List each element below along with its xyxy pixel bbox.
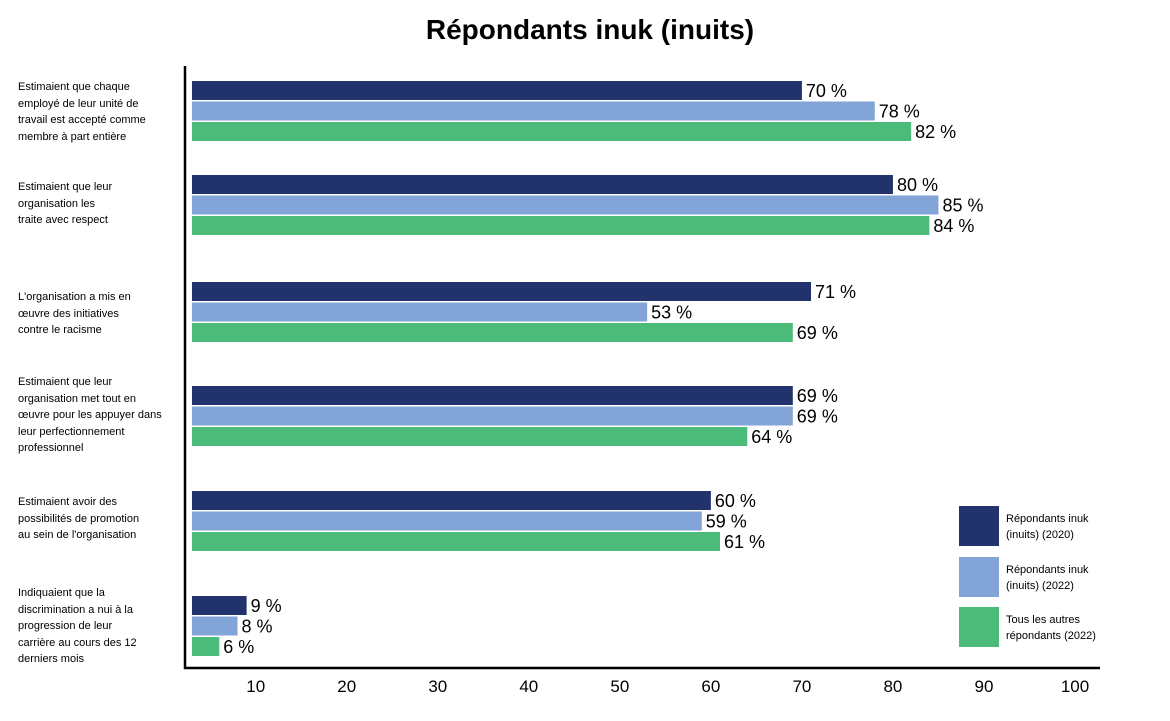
bar-2-5 xyxy=(192,511,702,531)
category-label-line: employé de leur unité de xyxy=(18,97,139,110)
category-label-line: professionnel xyxy=(18,442,84,454)
category-label-line: travail est accepté comme xyxy=(18,114,146,126)
data-label-2-6: 8 % xyxy=(242,617,273,637)
data-label-3-3: 69 % xyxy=(797,323,838,343)
data-label-1-3: 71 % xyxy=(815,282,856,302)
bar-2-6 xyxy=(192,616,238,636)
x-tick-label: 70 xyxy=(792,677,811,696)
category-label-line: œuvre pour les appuyer dans xyxy=(18,409,162,421)
legend-label-line: répondants (2022) xyxy=(1006,630,1096,642)
legend-label: Répondants inuk (inuits) (2020) xyxy=(1006,511,1126,543)
data-label-1-6: 9 % xyxy=(251,596,282,616)
category-label-line: Estimaient avoir des xyxy=(18,496,118,508)
category-label: Estimaient que leur organisation met tout… xyxy=(18,374,183,457)
data-label-2-5: 59 % xyxy=(706,512,747,532)
data-label-2-3: 53 % xyxy=(651,303,692,323)
category-label-line: Estimaient que chaque xyxy=(18,81,130,93)
legend-swatch xyxy=(959,557,999,597)
bar-1-4 xyxy=(192,386,793,405)
x-tick-label: 30 xyxy=(428,677,447,696)
x-tick-label: 20 xyxy=(337,677,356,696)
legend-label-line: Répondants inuk xyxy=(1006,564,1089,576)
data-label-3-5: 61 % xyxy=(724,532,765,552)
data-label-2-1: 78 % xyxy=(879,102,920,122)
category-label-line: Estimaient que leur xyxy=(18,376,113,388)
data-label-1-1: 70 % xyxy=(806,81,847,101)
bar-3-2 xyxy=(192,216,930,235)
x-tick-label: 10 xyxy=(246,677,265,696)
legend-label: Tous les autres répondants (2022) xyxy=(1006,612,1126,644)
legend-label-line: (inuits) (2020) xyxy=(1006,529,1074,541)
category-label-line: organisation met tout en xyxy=(18,392,137,405)
data-label-3-2: 84 % xyxy=(933,216,974,236)
category-label-line: progression de leur xyxy=(18,620,113,632)
category-label-line: au sein de l'organisation xyxy=(18,529,137,541)
category-label-line: leur perfectionnement xyxy=(18,425,125,438)
bar-3-6 xyxy=(192,637,220,656)
data-label-3-6: 6 % xyxy=(223,637,254,657)
data-label-2-2: 85 % xyxy=(942,196,983,216)
category-label-line: contre le racisme xyxy=(18,324,102,336)
bar-2-1 xyxy=(192,101,875,121)
bar-1-3 xyxy=(192,282,812,301)
data-label-1-4: 69 % xyxy=(797,386,838,406)
bar-3-3 xyxy=(192,323,793,342)
category-label: L'organisation a mis en œuvre des initiat… xyxy=(18,289,183,339)
category-label-line: carrière au cours des 12 xyxy=(18,636,137,649)
category-label-line: possibilités de promotion xyxy=(18,512,140,525)
bar-1-6 xyxy=(192,596,247,615)
x-tick-label: 90 xyxy=(975,677,994,696)
bar-3-5 xyxy=(192,532,720,551)
data-label-2-4: 69 % xyxy=(797,407,838,427)
category-label: Estimaient que chaque employé de leur uni… xyxy=(18,79,183,145)
bar-1-2 xyxy=(192,175,893,194)
category-label-line: L'organisation a mis en xyxy=(18,291,131,303)
category-label-line: œuvre des initiatives xyxy=(18,307,119,320)
bar-2-4 xyxy=(192,406,793,426)
category-label-line: traite avec respect xyxy=(18,214,108,226)
category-label: Indiquaient que la discrimination a nui à… xyxy=(18,585,183,668)
x-tick-label: 50 xyxy=(610,677,629,696)
chart-title: Répondants inuk (inuits) xyxy=(425,14,755,45)
legend-label-line: Répondants inuk xyxy=(1006,513,1089,525)
bar-3-1 xyxy=(192,122,912,141)
bar-1-1 xyxy=(192,81,802,100)
bar-1-5 xyxy=(192,491,711,510)
legend-label-line: (inuits) (2022) xyxy=(1006,580,1074,592)
legend-swatch xyxy=(959,607,999,647)
x-tick-label: 40 xyxy=(519,677,538,696)
bar-3-4 xyxy=(192,427,748,446)
category-label-line: Indiquaient que la xyxy=(18,587,105,599)
category-label-line: Estimaient que leur xyxy=(18,181,113,193)
bar-2-2 xyxy=(192,195,939,215)
category-label: Estimaient que leur organisation les trait… xyxy=(18,179,183,229)
category-label-line: organisation les xyxy=(18,197,96,210)
category-label-line: derniers mois xyxy=(18,653,85,665)
x-tick-label: 60 xyxy=(701,677,720,696)
legend-label-line: Tous les autres xyxy=(1006,614,1080,626)
bar-2-3 xyxy=(192,302,648,322)
data-label-1-5: 60 % xyxy=(715,491,756,511)
legend-swatch xyxy=(959,506,999,546)
data-label-1-2: 80 % xyxy=(897,175,938,195)
data-label-3-4: 64 % xyxy=(751,427,792,447)
category-label-line: discrimination a nui à la xyxy=(18,603,133,616)
legend-label: Répondants inuk (inuits) (2022) xyxy=(1006,562,1126,594)
category-label: Estimaient avoir des possibilités de prom… xyxy=(18,494,183,544)
x-tick-label: 80 xyxy=(883,677,902,696)
category-label-line: membre à part entière xyxy=(18,130,127,143)
data-label-3-1: 82 % xyxy=(915,122,956,142)
x-tick-label: 100 xyxy=(1061,677,1089,696)
